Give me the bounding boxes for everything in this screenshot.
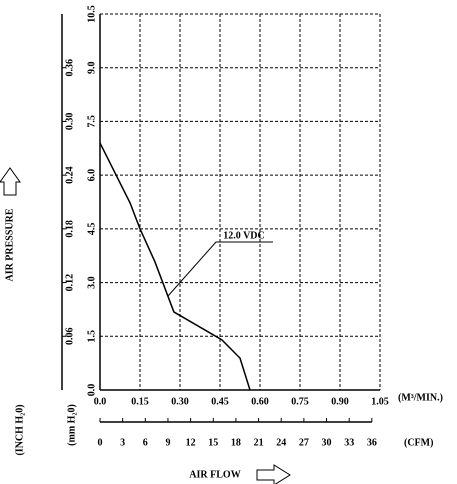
x2-tick-label: 33 bbox=[344, 437, 354, 448]
x2-tick-label: 6 bbox=[143, 437, 148, 448]
x2-tick-label: 3 bbox=[120, 437, 125, 448]
x2-label: (CFM) bbox=[404, 437, 433, 448]
x-label: (M³/MIN.) bbox=[398, 392, 443, 403]
x2-tick-label: 27 bbox=[299, 437, 309, 448]
y-label: (mm H₂0) bbox=[66, 404, 77, 446]
y2-tick-label: 0.06 bbox=[64, 328, 75, 346]
x-tick-label: 0.45 bbox=[211, 396, 229, 407]
y2-tick-label: 0.36 bbox=[64, 59, 75, 77]
y-tick-label: 9.0 bbox=[86, 61, 97, 74]
y2-tick-label: 0.30 bbox=[64, 113, 75, 131]
x-title: AIR FLOW bbox=[189, 469, 240, 480]
y-title: AIR PRESSURE bbox=[4, 208, 15, 281]
x-tick-label: 0.15 bbox=[131, 396, 149, 407]
y-tick-label: 0.0 bbox=[86, 384, 97, 397]
y-tick-label: 3.0 bbox=[86, 276, 97, 289]
x2-tick-label: 36 bbox=[367, 437, 377, 448]
leader-line bbox=[167, 241, 273, 297]
x-tick-label: 0.60 bbox=[251, 396, 269, 407]
x2-tick-label: 0 bbox=[98, 437, 103, 448]
y-tick-label: 6.0 bbox=[86, 169, 97, 182]
x2-tick-label: 21 bbox=[254, 437, 264, 448]
y2-label: (INCH H₂0) bbox=[14, 404, 25, 455]
y2-tick-label: 0.24 bbox=[64, 166, 75, 184]
x2-tick-label: 24 bbox=[276, 437, 286, 448]
x-tick-label: 1.05 bbox=[371, 396, 389, 407]
arrow-right bbox=[256, 464, 291, 484]
x-tick-label: 0.0 bbox=[94, 396, 107, 407]
x2-tick-label: 18 bbox=[231, 437, 241, 448]
y-tick-label: 4.5 bbox=[86, 223, 97, 236]
x2-tick-label: 15 bbox=[208, 437, 218, 448]
x-tick-label: 0.90 bbox=[331, 396, 349, 407]
x-tick-label: 0.75 bbox=[291, 396, 309, 407]
y2-tick-label: 0.12 bbox=[64, 274, 75, 292]
x2-tick-label: 30 bbox=[322, 437, 332, 448]
x-tick-label: 0.30 bbox=[171, 396, 189, 407]
arrow-up bbox=[0, 167, 21, 196]
y-tick-label: 1.5 bbox=[86, 330, 97, 343]
annotation: 12.0 VDC bbox=[223, 230, 264, 241]
x2-tick-label: 9 bbox=[165, 437, 170, 448]
y-tick-label: 10.5 bbox=[86, 5, 97, 23]
y-tick-label: 7.5 bbox=[86, 115, 97, 128]
curve bbox=[99, 142, 251, 391]
y2-tick-label: 0.18 bbox=[64, 220, 75, 238]
x2-tick-label: 12 bbox=[186, 437, 196, 448]
